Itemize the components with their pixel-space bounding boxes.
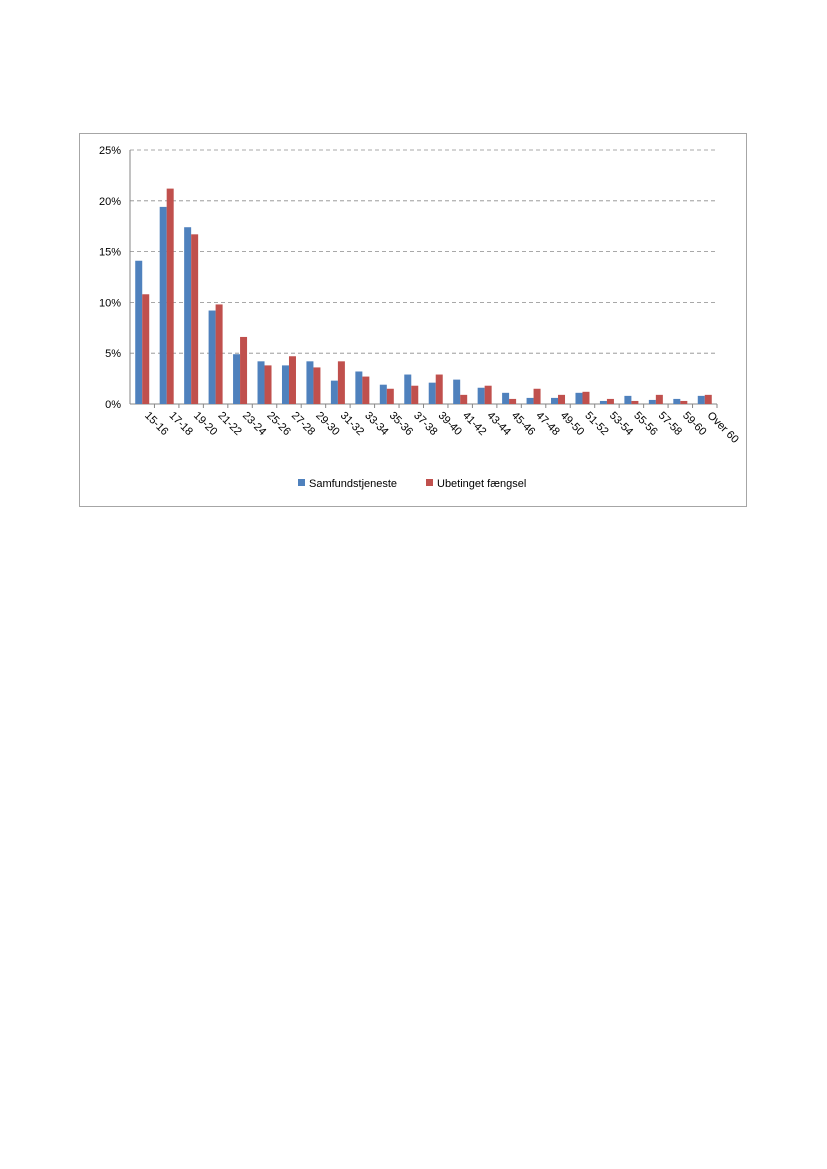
bar-samfundstjeneste xyxy=(624,395,632,404)
bar-samfundstjeneste xyxy=(159,206,167,404)
bar-samfundstjeneste xyxy=(648,399,656,404)
bar-ubetinget-faengsel xyxy=(288,356,296,404)
bar-ubetinget-faengsel xyxy=(509,398,517,404)
bar-ubetinget-faengsel xyxy=(704,394,712,404)
y-tick-label: 20% xyxy=(99,196,121,208)
x-tick-label: 51-52 xyxy=(582,410,610,438)
bar-samfundstjeneste xyxy=(208,310,216,404)
x-tick-label: 45-46 xyxy=(509,410,537,438)
bar-chart: 0% 5% 10% 15% 20% 25% 15-1617-1819-2021-2223-2… xyxy=(99,145,741,490)
x-tick-label: 19-20 xyxy=(191,410,219,438)
legend-swatch xyxy=(298,479,305,486)
bar-samfundstjeneste xyxy=(526,397,534,404)
y-tick-label: 15% xyxy=(99,247,121,259)
x-tick-label: 27-28 xyxy=(289,410,317,438)
bar-ubetinget-faengsel xyxy=(411,385,419,404)
x-tick-label: 23-24 xyxy=(240,410,268,438)
bar-ubetinget-faengsel xyxy=(582,391,590,404)
bar-ubetinget-faengsel xyxy=(362,376,370,404)
bar-ubetinget-faengsel xyxy=(166,188,174,404)
x-tick-label: 53-54 xyxy=(607,410,635,438)
legend-swatch xyxy=(426,479,433,486)
bar-samfundstjeneste xyxy=(673,398,681,404)
bar-samfundstjeneste xyxy=(502,392,510,404)
x-tick-label: 47-48 xyxy=(533,410,561,438)
bar-samfundstjeneste xyxy=(428,382,436,404)
x-tick-label: 43-44 xyxy=(485,410,513,438)
bar-ubetinget-faengsel xyxy=(435,374,443,404)
x-tick-label: 41-42 xyxy=(460,410,488,438)
x-tick-label: 49-50 xyxy=(558,410,586,438)
x-tick-label: 57-58 xyxy=(656,410,684,438)
bar-samfundstjeneste xyxy=(184,227,192,404)
bar-samfundstjeneste xyxy=(379,384,387,404)
y-tick-label: 5% xyxy=(105,348,121,360)
bar-ubetinget-faengsel xyxy=(533,388,541,404)
bar-ubetinget-faengsel xyxy=(337,361,345,404)
bar-ubetinget-faengsel xyxy=(215,304,223,404)
x-tick-label: 39-40 xyxy=(436,410,464,438)
bar-samfundstjeneste xyxy=(330,380,338,404)
x-tick-label: 29-30 xyxy=(313,410,341,438)
bar-ubetinget-faengsel xyxy=(680,400,688,404)
bar-samfundstjeneste xyxy=(281,365,289,404)
bar-ubetinget-faengsel xyxy=(313,367,321,404)
bar-samfundstjeneste xyxy=(404,374,412,404)
bar-ubetinget-faengsel xyxy=(142,294,150,404)
x-tick-label: 21-22 xyxy=(215,410,243,438)
chart-frame: 0% 5% 10% 15% 20% 25% 15-16 17-18 19-20 21-22 23-2… xyxy=(79,133,747,507)
bar-samfundstjeneste xyxy=(697,395,705,404)
bar-ubetinget-faengsel xyxy=(484,385,492,404)
x-tick-label: 17-18 xyxy=(167,410,195,438)
x-tick-label: 15-16 xyxy=(142,410,170,438)
x-tick-label: 55-56 xyxy=(631,410,659,438)
bar-ubetinget-faengsel xyxy=(191,234,199,404)
bar-ubetinget-faengsel xyxy=(606,398,614,404)
x-tick-label: 25-26 xyxy=(264,410,292,438)
y-tick-label: 25% xyxy=(99,145,121,157)
legend-label: Samfundstjeneste xyxy=(309,478,397,490)
bar-samfundstjeneste xyxy=(599,400,607,404)
bar-samfundstjeneste xyxy=(551,397,559,404)
x-tick-label: 37-38 xyxy=(411,410,439,438)
bar-samfundstjeneste xyxy=(233,354,241,404)
x-tick-label: 33-34 xyxy=(362,410,390,438)
bar-ubetinget-faengsel xyxy=(655,394,663,404)
bar-samfundstjeneste xyxy=(355,371,363,404)
y-tick-label: 10% xyxy=(99,297,121,309)
x-tick-label: 59-60 xyxy=(680,410,708,438)
bar-ubetinget-faengsel xyxy=(631,400,639,404)
legend-label: Ubetinget fængsel xyxy=(437,478,526,490)
bar-ubetinget-faengsel xyxy=(460,394,468,404)
bar-samfundstjeneste xyxy=(306,361,314,404)
y-tick-label: 0% xyxy=(105,399,121,411)
bar-samfundstjeneste xyxy=(135,260,143,404)
x-tick-label: 31-32 xyxy=(338,410,366,438)
bar-ubetinget-faengsel xyxy=(386,388,394,404)
bar-samfundstjeneste xyxy=(477,387,485,404)
bar-ubetinget-faengsel xyxy=(240,336,248,404)
bar-samfundstjeneste xyxy=(575,392,583,404)
bar-samfundstjeneste xyxy=(453,379,461,404)
x-tick-label: 35-36 xyxy=(387,410,415,438)
bar-ubetinget-faengsel xyxy=(264,365,272,404)
x-tick-label: Over 60 xyxy=(705,410,741,446)
bar-ubetinget-faengsel xyxy=(558,394,566,404)
bar-samfundstjeneste xyxy=(257,361,265,404)
